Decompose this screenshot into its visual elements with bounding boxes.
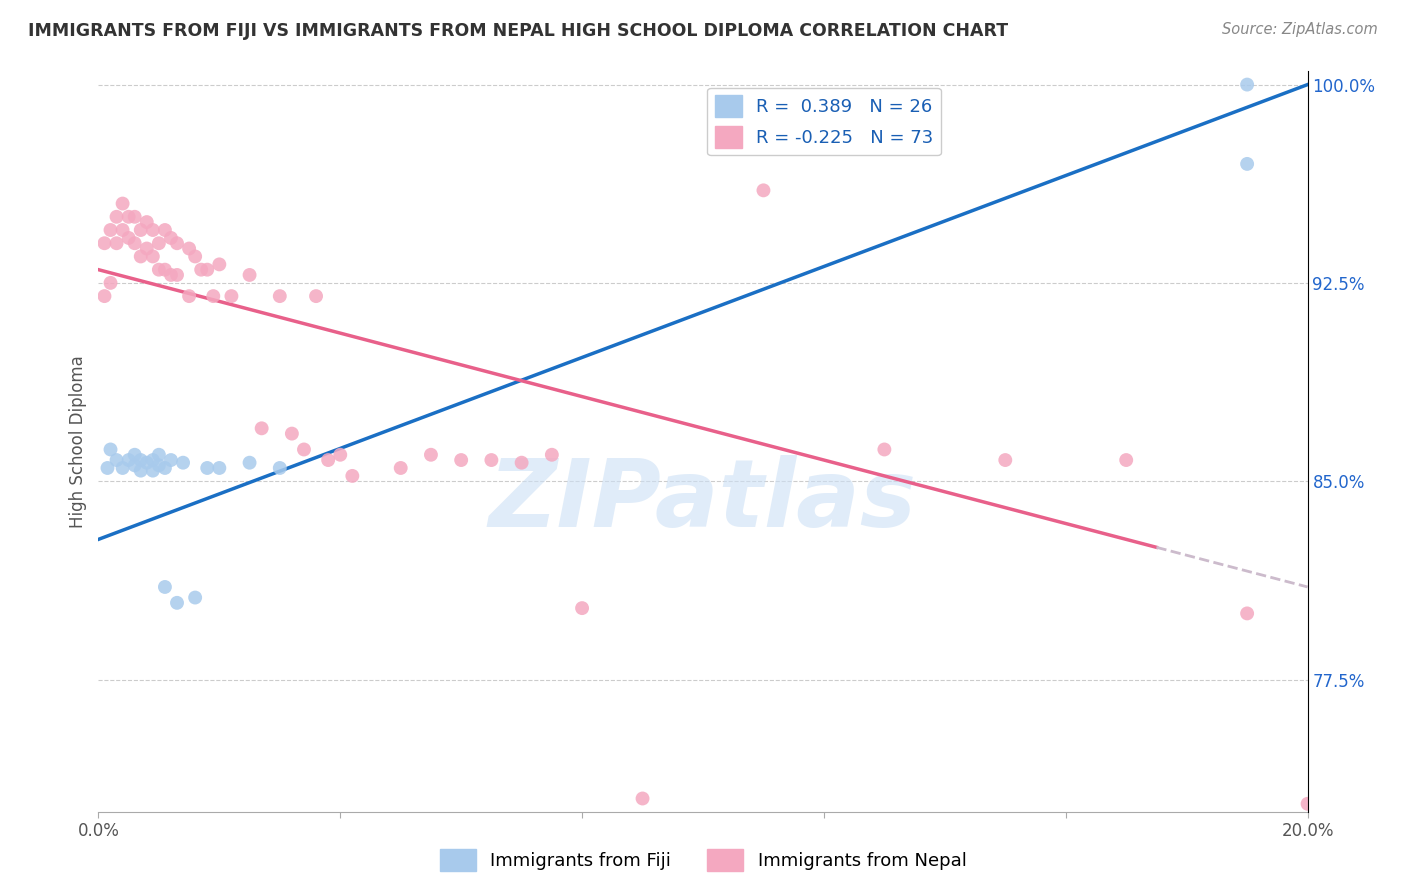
Point <box>195 262 218 277</box>
Point <box>389 461 412 475</box>
Point <box>129 464 152 478</box>
Point <box>208 461 231 475</box>
Point <box>105 210 128 224</box>
Point <box>166 268 188 282</box>
Point <box>184 249 207 263</box>
Point <box>160 231 183 245</box>
Legend: Immigrants from Fiji, Immigrants from Nepal: Immigrants from Fiji, Immigrants from Ne… <box>432 842 974 879</box>
Point <box>1236 78 1258 92</box>
Text: IMMIGRANTS FROM FIJI VS IMMIGRANTS FROM NEPAL HIGH SCHOOL DIPLOMA CORRELATION CH: IMMIGRANTS FROM FIJI VS IMMIGRANTS FROM … <box>28 22 1008 40</box>
Point <box>100 223 122 237</box>
Point <box>873 442 896 457</box>
Point <box>1236 157 1258 171</box>
Point <box>184 591 207 605</box>
Point <box>195 461 218 475</box>
Point <box>142 223 165 237</box>
Point <box>239 268 262 282</box>
Point <box>172 456 194 470</box>
Point <box>420 448 443 462</box>
Point <box>571 601 593 615</box>
Point <box>153 262 176 277</box>
Point <box>124 210 146 224</box>
Point <box>292 442 315 457</box>
Point <box>111 223 134 237</box>
Point <box>540 448 562 462</box>
Point <box>96 461 118 475</box>
Point <box>129 453 152 467</box>
Point <box>124 448 146 462</box>
Point <box>135 456 157 470</box>
Text: ZIPatlas: ZIPatlas <box>489 455 917 547</box>
Point <box>239 456 262 470</box>
Point <box>100 276 122 290</box>
Point <box>160 268 183 282</box>
Point <box>118 210 141 224</box>
Point <box>142 453 165 467</box>
Point <box>166 596 188 610</box>
Point <box>221 289 243 303</box>
Point <box>118 231 141 245</box>
Point <box>153 461 176 475</box>
Point <box>342 469 364 483</box>
Point <box>481 453 503 467</box>
Point <box>994 453 1017 467</box>
Point <box>281 426 304 441</box>
Point <box>135 215 157 229</box>
Point <box>142 249 165 263</box>
Point <box>202 289 225 303</box>
Point <box>269 461 291 475</box>
Point <box>148 458 170 473</box>
Point <box>329 448 352 462</box>
Point <box>124 458 146 473</box>
Point <box>118 453 141 467</box>
Point <box>269 289 291 303</box>
Point <box>179 242 201 256</box>
Point <box>160 453 183 467</box>
Point <box>305 289 328 303</box>
Point <box>135 242 157 256</box>
Y-axis label: High School Diploma: High School Diploma <box>69 355 87 528</box>
Point <box>631 791 654 805</box>
Point <box>510 456 533 470</box>
Point <box>250 421 273 435</box>
Point <box>93 236 115 251</box>
Point <box>124 236 146 251</box>
Point <box>1296 797 1319 811</box>
Text: Source: ZipAtlas.com: Source: ZipAtlas.com <box>1222 22 1378 37</box>
Point <box>208 257 231 271</box>
Point <box>148 448 170 462</box>
Point <box>148 236 170 251</box>
Point <box>1115 453 1137 467</box>
Point <box>111 461 134 475</box>
Point <box>190 262 212 277</box>
Legend: R =  0.389   N = 26, R = -0.225   N = 73: R = 0.389 N = 26, R = -0.225 N = 73 <box>707 87 941 155</box>
Point <box>105 453 128 467</box>
Point <box>179 289 201 303</box>
Point <box>93 289 115 303</box>
Point <box>142 464 165 478</box>
Point <box>105 236 128 251</box>
Point <box>153 223 176 237</box>
Point <box>100 442 122 457</box>
Point <box>450 453 472 467</box>
Point <box>316 453 339 467</box>
Point <box>129 249 152 263</box>
Point <box>148 262 170 277</box>
Point <box>111 196 134 211</box>
Point <box>153 580 176 594</box>
Point <box>129 223 152 237</box>
Point <box>1236 607 1258 621</box>
Point <box>166 236 188 251</box>
Point <box>752 183 775 197</box>
